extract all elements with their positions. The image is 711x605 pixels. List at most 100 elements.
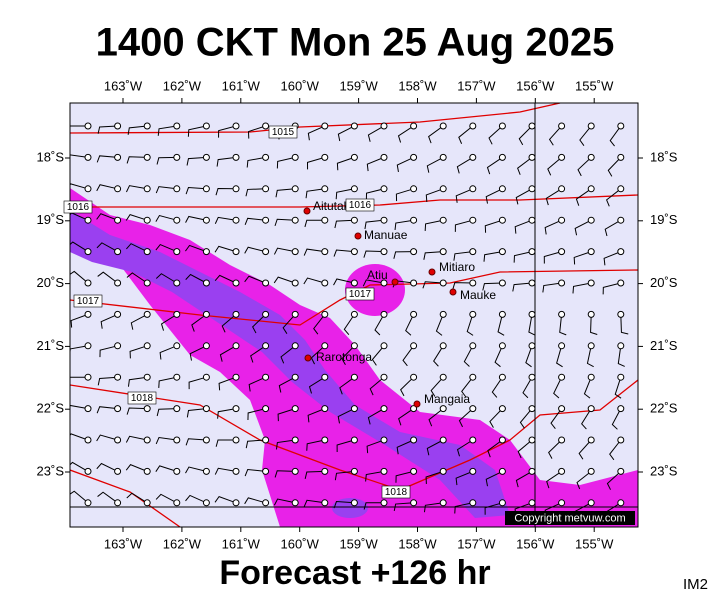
station (321, 342, 329, 350)
wind-barb (126, 156, 148, 164)
station (232, 248, 240, 256)
station (558, 122, 566, 130)
wind-barb (518, 125, 533, 146)
wind-barb (160, 313, 178, 331)
wind-barb (366, 439, 385, 454)
station (321, 122, 329, 130)
station (498, 342, 506, 350)
lon-tick-label: 156˚W (516, 536, 555, 551)
wind-barb (155, 243, 177, 253)
station (173, 373, 181, 381)
wind-barb (273, 498, 296, 506)
station (380, 467, 388, 475)
wind-barb (127, 125, 148, 135)
rain-light (70, 188, 638, 527)
lon-tick-label: 155˚W (575, 536, 614, 551)
lon-tick-label: 157˚W (457, 536, 496, 551)
station (350, 310, 358, 318)
station (558, 279, 566, 287)
station (439, 405, 447, 413)
lat-tick-label: 23˚S (650, 463, 678, 478)
station (84, 153, 92, 161)
wind-barb (579, 125, 592, 146)
station (469, 185, 477, 193)
station (291, 342, 299, 350)
station (114, 216, 122, 224)
station (262, 279, 270, 287)
wind-barb (155, 465, 177, 472)
wind-barb (491, 376, 503, 398)
station (558, 499, 566, 507)
station (232, 373, 240, 381)
lon-tick-label: 163˚W (104, 536, 143, 551)
station (262, 122, 270, 130)
wind-barb (217, 408, 237, 419)
wind-barb (185, 438, 207, 446)
station (232, 499, 240, 507)
isobar (70, 194, 638, 208)
wind-barb (273, 247, 296, 255)
wind-barb (428, 125, 444, 144)
station (617, 185, 625, 193)
station (380, 405, 388, 413)
wind-barb (70, 241, 89, 253)
station (321, 153, 329, 161)
wind-barb (247, 125, 266, 139)
station (262, 342, 270, 350)
station (498, 499, 506, 507)
station (202, 467, 210, 475)
wind-barb (333, 501, 355, 509)
station (410, 279, 418, 287)
wind-barb (398, 408, 414, 426)
wind-barb (455, 470, 473, 486)
station (439, 373, 447, 381)
wind-barb (553, 376, 563, 399)
wind-barb (126, 492, 148, 504)
wind-barb (550, 408, 563, 429)
station (380, 122, 388, 130)
wind-barb (515, 470, 533, 488)
station (173, 216, 181, 224)
station (291, 310, 299, 318)
station (380, 185, 388, 193)
wind-barb (393, 502, 414, 512)
wind-barb (155, 273, 178, 284)
wind-barb (458, 125, 474, 144)
wind-barb (303, 499, 325, 507)
station (114, 248, 122, 256)
wind-barb (586, 345, 594, 368)
lat-tick-label: 22˚S (37, 401, 65, 416)
wind-barb (604, 219, 622, 237)
station (262, 153, 270, 161)
wind-barb (514, 219, 533, 234)
wind-barb (573, 251, 592, 265)
wind-barb (126, 272, 148, 284)
station (114, 185, 122, 193)
rain-light (345, 264, 405, 316)
station (173, 310, 181, 318)
station (528, 436, 536, 444)
wind-barb (454, 502, 473, 514)
station (469, 373, 477, 381)
station (469, 153, 477, 161)
station (202, 342, 210, 350)
wind-barb (186, 408, 207, 418)
wind-barb (159, 345, 177, 360)
map-layers (70, 103, 638, 527)
wind-barb (525, 345, 533, 368)
wind-barb (130, 313, 148, 330)
lon-tick-label: 155˚W (575, 78, 614, 93)
wind-barb (424, 219, 444, 231)
wind-barb (189, 345, 207, 361)
station (321, 310, 329, 318)
station (439, 185, 447, 193)
station (202, 436, 210, 444)
station (232, 185, 240, 193)
wind-barb (215, 439, 236, 447)
station (291, 436, 299, 444)
wind-barb (125, 464, 148, 472)
station (291, 279, 299, 287)
wind-barb (245, 439, 266, 449)
station (350, 405, 358, 413)
wind-barb (246, 156, 266, 168)
